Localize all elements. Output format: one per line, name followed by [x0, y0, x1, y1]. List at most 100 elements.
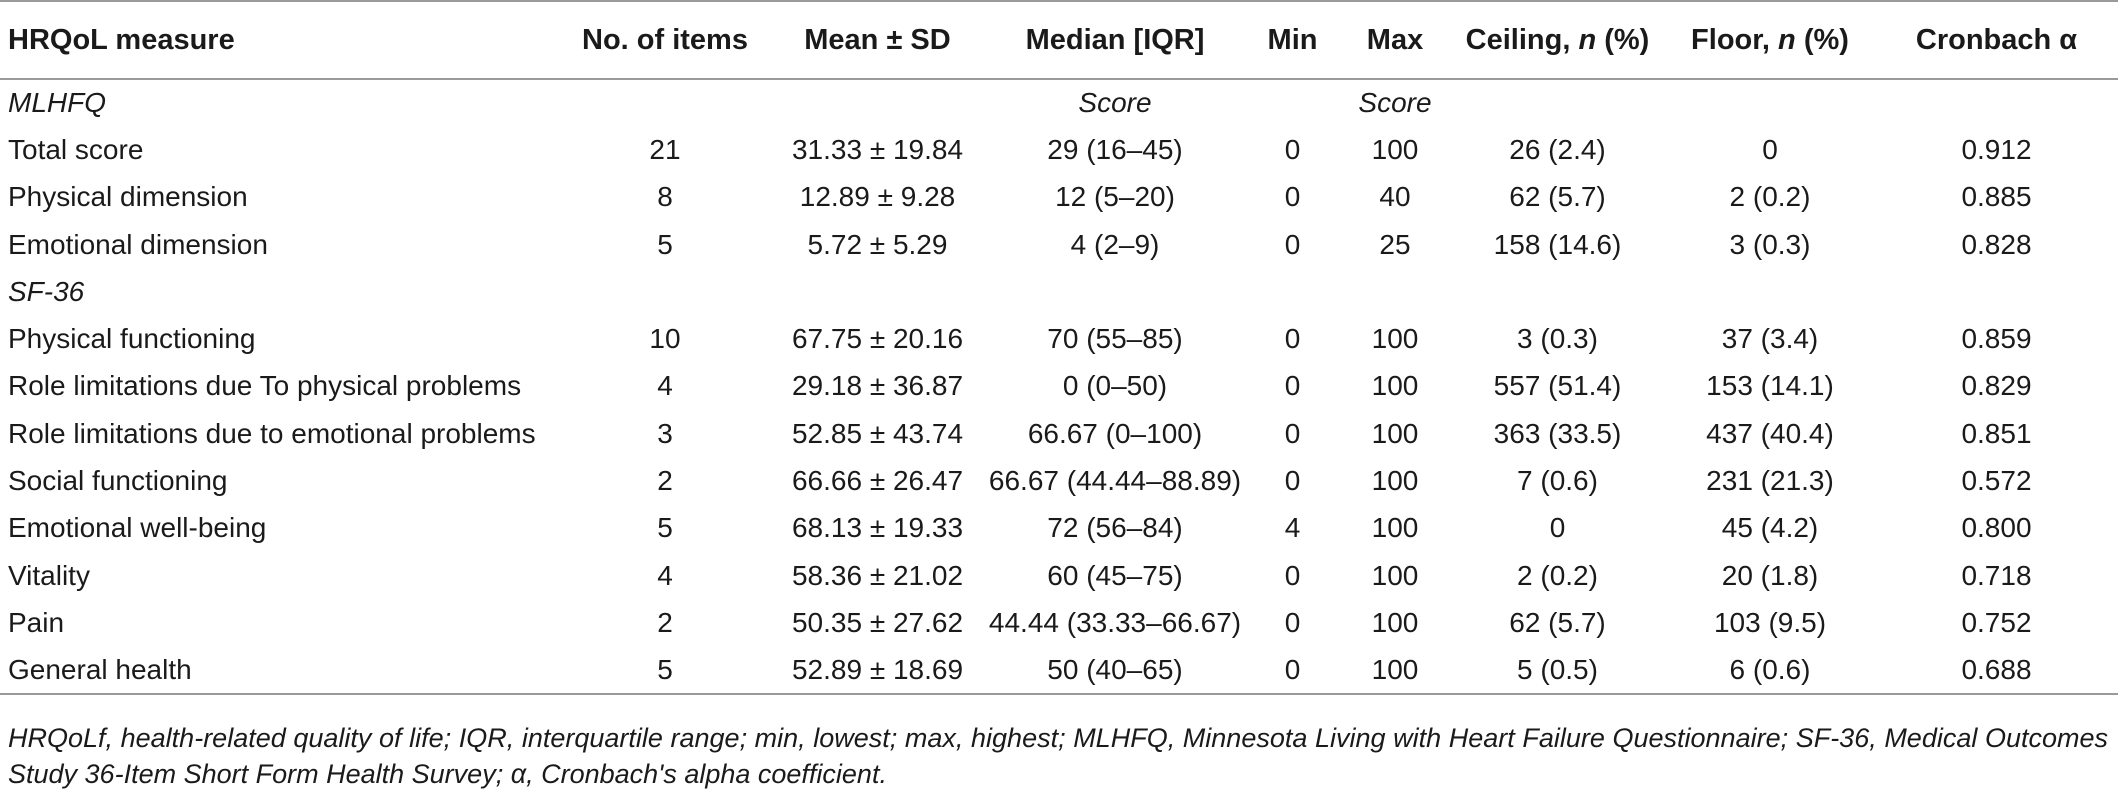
header-ceiling: Ceiling, n (%)	[1450, 0, 1665, 80]
section-max-note	[1340, 268, 1450, 315]
cell-median: 0 (0–50)	[1062, 370, 1168, 402]
cell-ceiling: 3 (0.3)	[1517, 323, 1598, 355]
section-median-note	[985, 268, 1245, 315]
cell-mean-sd: 29.18 ± 36.87	[791, 370, 964, 402]
section-empty-cell	[1245, 79, 1340, 126]
cell-max: 100	[1340, 646, 1450, 695]
cell-floor: 37 (3.4)	[1721, 323, 1819, 355]
table-row: Role limitations due To physical problem…	[0, 363, 2118, 410]
cell-median: 29 (16–45)	[1047, 133, 1183, 165]
cell-min: 0	[1284, 465, 1301, 497]
cell-mean-sd: 12.89 ± 9.28	[799, 181, 956, 213]
cell-alpha: 0.828	[1961, 228, 2032, 260]
cell-mean-sd: 52.89 ± 18.69	[770, 646, 985, 695]
table-row: Total score 21 31.33 ± 19.84 29 (16–45) 0 100…	[0, 126, 2118, 173]
cell-floor: 437 (40.4)	[1706, 417, 1834, 449]
cell-mean-sd: 66.66 ± 26.47	[791, 465, 964, 497]
cell-ceiling: 2 (0.2)	[1517, 559, 1598, 591]
cell-ceiling: 62 (5.7)	[1509, 181, 1606, 213]
cell-alpha: 0.572	[1961, 465, 2032, 497]
section-empty-cell	[770, 79, 985, 126]
cell-max: 100	[1371, 417, 1419, 449]
section-empty-cell	[1875, 268, 2118, 315]
cell-mean-sd: 52.85 ± 43.74	[791, 417, 964, 449]
cell-floor: 0	[1762, 133, 1778, 165]
cell-median: 70 (55–85)	[1047, 323, 1183, 355]
cell-alpha: 0.885	[1961, 181, 2032, 213]
cell-max: 100	[1371, 370, 1419, 402]
cell-max: 40	[1379, 181, 1411, 213]
cell-items: 5	[560, 646, 770, 695]
cell-items: 10	[649, 323, 681, 355]
cell-measure: Physical dimension	[8, 181, 248, 213]
cell-measure: Role limitations due To physical problem…	[8, 370, 522, 402]
cell-median: 4 (2–9)	[1070, 228, 1160, 260]
cell-floor: 153 (14.1)	[1706, 370, 1834, 402]
section-empty-cell	[1450, 79, 1665, 126]
section-median-note: Score	[1078, 87, 1152, 119]
cell-items: 2	[657, 606, 673, 638]
cell-measure: General health	[0, 646, 560, 695]
cell-floor: 231 (21.3)	[1706, 465, 1834, 497]
header-items: No. of items	[560, 0, 770, 80]
header-floor-pct: (%)	[1795, 23, 1849, 56]
section-name: SF-36	[8, 275, 85, 307]
section-max-note: Score	[1358, 87, 1432, 119]
cell-max: 100	[1371, 133, 1419, 165]
table-row: Emotional well-being 5 68.13 ± 19.33 72 (56…	[0, 505, 2118, 552]
header-measure: HRQoL measure	[0, 0, 560, 80]
cell-max: 100	[1371, 606, 1419, 638]
header-ceiling-pct: (%)	[1596, 23, 1650, 56]
cell-items: 4	[657, 370, 673, 402]
cell-max: 25	[1379, 228, 1411, 260]
cell-floor: 6 (0.6)	[1665, 646, 1875, 695]
cell-mean-sd: 58.36 ± 21.02	[791, 559, 964, 591]
cell-max: 100	[1371, 465, 1419, 497]
cell-median: 66.67 (44.44–88.89)	[988, 465, 1242, 497]
cell-median: 66.67 (0–100)	[1027, 417, 1203, 449]
cell-alpha: 0.829	[1961, 370, 2032, 402]
table-row: Physical dimension 8 12.89 ± 9.28 12 (5–20)…	[0, 174, 2118, 221]
header-floor-text: Floor,	[1691, 23, 1779, 56]
section-empty-cell	[770, 268, 985, 315]
header-mean-sd: Mean ± SD	[770, 0, 985, 80]
cell-items: 5	[657, 228, 673, 260]
cell-items: 5	[657, 512, 673, 544]
cell-max: 100	[1371, 559, 1419, 591]
cell-alpha: 0.718	[1961, 559, 2032, 591]
header-cronbach: Cronbach α	[1875, 0, 2118, 80]
cell-min: 0	[1284, 606, 1301, 638]
table-row: Physical functioning 10 67.75 ± 20.16 70 (5…	[0, 315, 2118, 362]
section-empty-cell	[1245, 268, 1340, 315]
cell-measure: Vitality	[8, 559, 90, 591]
section-row: SF-36	[0, 268, 2118, 315]
section-empty-cell	[1665, 268, 1875, 315]
cell-min: 0	[1284, 323, 1301, 355]
cell-alpha: 0.800	[1961, 512, 2032, 544]
cell-items: 2	[657, 465, 673, 497]
cell-median: 12 (5–20)	[1055, 181, 1175, 213]
table-row: Role limitations due to emotional proble…	[0, 410, 2118, 457]
cell-measure: Physical functioning	[8, 323, 256, 355]
table-footnote: HRQoLf, health-related quality of life; …	[8, 723, 2108, 789]
cell-measure: Total score	[8, 133, 144, 165]
cell-median: 60 (45–75)	[1047, 559, 1183, 591]
section-empty-cell	[1875, 79, 2118, 126]
cell-mean-sd: 31.33 ± 19.84	[791, 133, 964, 165]
section-name: MLHFQ	[8, 87, 106, 119]
cell-alpha: 0.912	[1961, 133, 2032, 165]
header-median: Median [IQR]	[985, 0, 1245, 80]
cell-items: 21	[649, 133, 681, 165]
cell-mean-sd: 68.13 ± 19.33	[791, 512, 964, 544]
cell-mean-sd: 5.72 ± 5.29	[807, 228, 948, 260]
cell-floor: 20 (1.8)	[1721, 559, 1819, 591]
table-row: Pain 2 50.35 ± 27.62 44.44 (33.33–66.67) 0 10…	[0, 599, 2118, 646]
table-row: General health 5 52.89 ± 18.69 50 (40–65) 0 1…	[0, 646, 2118, 695]
cell-min: 0	[1284, 133, 1301, 165]
cell-min: 0	[1284, 559, 1301, 591]
section-empty-cell	[560, 79, 770, 126]
cell-measure: Pain	[8, 606, 65, 638]
cell-max: 100	[1371, 323, 1419, 355]
header-floor: Floor, n (%)	[1665, 0, 1875, 80]
cell-ceiling: 557 (51.4)	[1493, 370, 1622, 402]
